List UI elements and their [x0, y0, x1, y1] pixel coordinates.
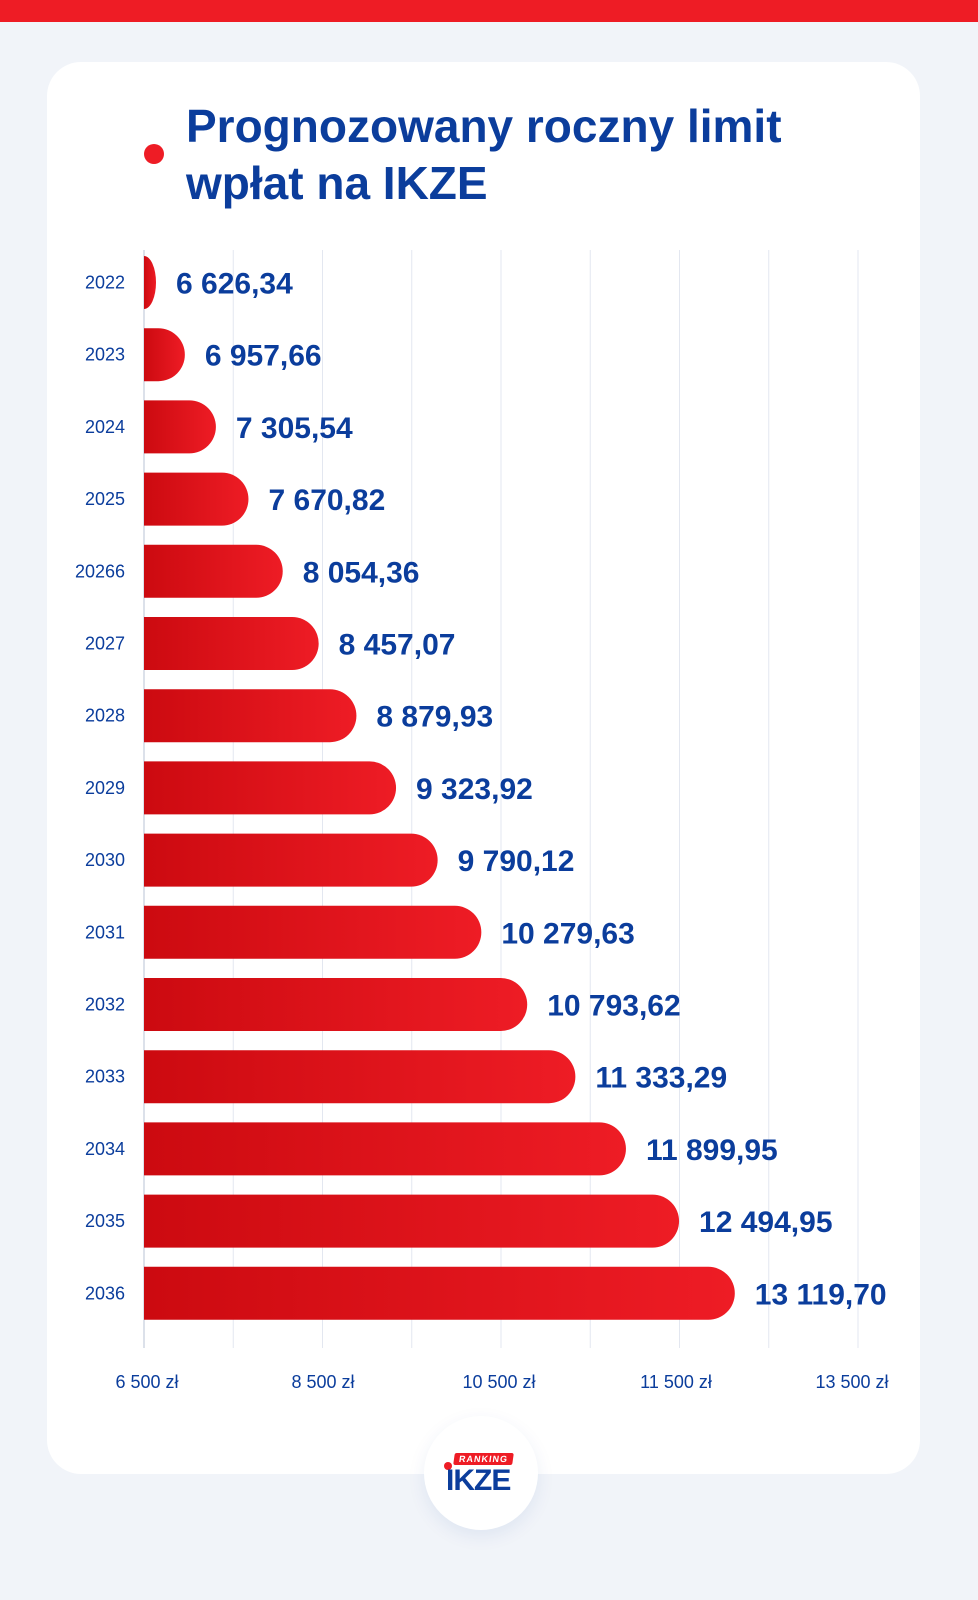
category-label: 2035 [85, 1211, 125, 1231]
value-label: 8 054,36 [303, 556, 420, 589]
value-label: 12 494,95 [699, 1206, 832, 1239]
category-label: 2023 [85, 345, 125, 365]
value-label: 6 957,66 [205, 340, 322, 373]
category-label: 2028 [85, 706, 125, 726]
category-label: 2025 [85, 489, 125, 509]
x-tick-label: 6 500 zł [115, 1372, 178, 1392]
logo-dot-icon [444, 1462, 452, 1470]
bar [144, 544, 283, 598]
value-label: 11 899,95 [646, 1134, 778, 1167]
value-label: 10 793,62 [547, 990, 680, 1023]
bar [144, 833, 438, 887]
x-tick-label: 8 500 zł [291, 1372, 354, 1392]
bars [144, 256, 735, 1320]
value-label: 9 323,92 [416, 773, 533, 806]
bar [144, 400, 216, 454]
bar [144, 617, 319, 670]
category-label: 2036 [85, 1283, 125, 1303]
bar [144, 328, 185, 382]
logo-wordmark: IKZE [446, 1464, 511, 1497]
value-label: 11 333,29 [595, 1062, 727, 1095]
category-label: 2030 [85, 850, 125, 870]
bar [144, 1194, 680, 1248]
value-label: 9 790,12 [458, 845, 575, 878]
chart-title: Prognozowany roczny limit wpłat na IKZE [186, 100, 782, 209]
value-label: 6 626,34 [176, 268, 293, 301]
category-label: 2022 [85, 273, 125, 293]
category-label: 2031 [85, 922, 125, 942]
x-tick-label: 10 500 zł [462, 1372, 535, 1392]
value-label: 10 279,63 [501, 917, 634, 950]
category-label: 2033 [85, 1067, 125, 1087]
bar [144, 256, 156, 309]
ranking-ikze-logo: RANKING IKZE [424, 1416, 538, 1530]
category-label: 2032 [85, 995, 125, 1015]
bar [144, 1122, 626, 1176]
title-bullet [144, 144, 164, 164]
bar [144, 689, 357, 743]
bar [144, 1266, 735, 1320]
bar [144, 1050, 576, 1104]
value-label: 8 457,07 [339, 629, 456, 662]
value-label: 7 305,54 [236, 412, 353, 445]
x-tick-label: 11 500 zł [640, 1372, 712, 1392]
category-label: 2024 [85, 417, 125, 437]
value-label: 8 879,93 [376, 701, 493, 734]
value-label: 13 119,70 [755, 1278, 887, 1311]
category-label: 2029 [85, 778, 125, 798]
value-label: 7 670,82 [268, 484, 385, 517]
top-accent-bar [0, 0, 978, 22]
category-label: 2027 [85, 634, 125, 654]
bar [144, 905, 482, 959]
bar [144, 978, 528, 1031]
bar [144, 472, 249, 526]
bar [144, 761, 397, 815]
category-label: 2034 [85, 1139, 125, 1159]
category-label: 20266 [75, 561, 125, 581]
labels: 2022 6 626,34 2023 6 957,66 2024 7 305,54 2025… [75, 268, 889, 1393]
x-tick-label: 13 500 zł [815, 1372, 888, 1392]
